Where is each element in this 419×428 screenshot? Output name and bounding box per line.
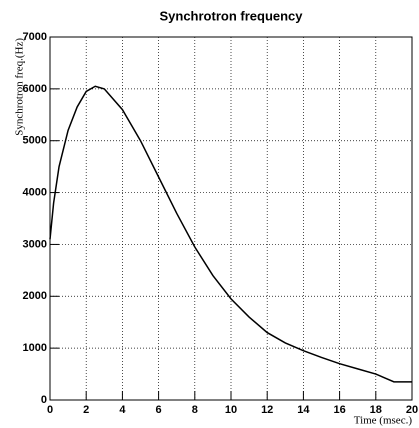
chart-title: Synchrotron frequency bbox=[159, 8, 303, 23]
x-tick-label: 14 bbox=[297, 404, 310, 416]
y-tick-label: 2000 bbox=[23, 290, 47, 302]
y-tick-label: 1000 bbox=[23, 342, 47, 354]
x-tick-label: 2 bbox=[83, 404, 89, 416]
x-tick-label: 8 bbox=[192, 404, 198, 416]
x-tick-label: 16 bbox=[333, 404, 345, 416]
x-tick-label: 0 bbox=[47, 404, 53, 416]
y-tick-label: 3000 bbox=[23, 238, 47, 250]
line-series bbox=[49, 85, 412, 383]
plot-frame bbox=[49, 36, 413, 401]
x-tick-label: 6 bbox=[156, 404, 162, 416]
x-tick-label: 20 bbox=[406, 404, 418, 416]
x-tick-label: 10 bbox=[225, 404, 237, 416]
y-tick-label: 0 bbox=[41, 394, 47, 406]
x-tick-label: 4 bbox=[119, 404, 126, 416]
x-tick-label: 12 bbox=[261, 404, 273, 416]
x-axis-title: Time (msec.) bbox=[354, 415, 413, 427]
y-tick-label: 6000 bbox=[23, 83, 47, 95]
y-tick-label: 4000 bbox=[23, 186, 47, 198]
y-tick-label: 5000 bbox=[23, 135, 47, 147]
y-axis-title: Synchrotron freq.(Hz) bbox=[14, 38, 26, 136]
x-tick-label: 18 bbox=[370, 404, 382, 416]
y-tick-label: 7000 bbox=[23, 31, 47, 43]
